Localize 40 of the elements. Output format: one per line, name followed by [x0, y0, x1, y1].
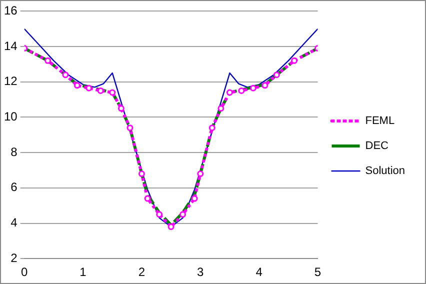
point [109, 89, 116, 96]
point [180, 211, 186, 218]
point [86, 84, 92, 92]
point [238, 87, 245, 94]
point [208, 124, 216, 132]
y-tick-label: 8 [10, 144, 18, 159]
point [97, 87, 104, 94]
x-tick-label: 0 [21, 265, 28, 280]
x-tick-label: 5 [314, 265, 322, 280]
point [168, 224, 174, 230]
point [126, 124, 134, 132]
point [62, 72, 69, 78]
point [191, 195, 198, 202]
point [74, 82, 80, 89]
point [144, 195, 151, 202]
y-tick-label: 10 [4, 110, 18, 124]
point [218, 105, 224, 112]
point [138, 170, 145, 178]
point [273, 72, 280, 78]
point [291, 57, 298, 64]
point [226, 89, 233, 96]
legend-label: FEML [365, 115, 395, 128]
x-tick-label: 1 [80, 265, 87, 280]
y-tick-label: 4 [10, 216, 18, 230]
y-tick-label: 12 [4, 74, 18, 88]
y-tick-label: 6 [10, 180, 18, 194]
point [262, 82, 268, 89]
y-tick-label: 14 [4, 38, 18, 53]
x-tick-label: 2 [138, 265, 146, 280]
point [250, 84, 256, 92]
legend-label: Solution [365, 165, 406, 178]
legend-label: DEC [365, 140, 389, 152]
x-tick-label: 3 [197, 265, 204, 280]
point [156, 211, 163, 218]
point [197, 170, 204, 178]
point [44, 57, 52, 64]
point [118, 105, 124, 112]
y-tick-label: 16 [4, 4, 18, 18]
x-tick-label: 4 [256, 265, 263, 280]
y-tick-label: 2 [10, 250, 18, 265]
